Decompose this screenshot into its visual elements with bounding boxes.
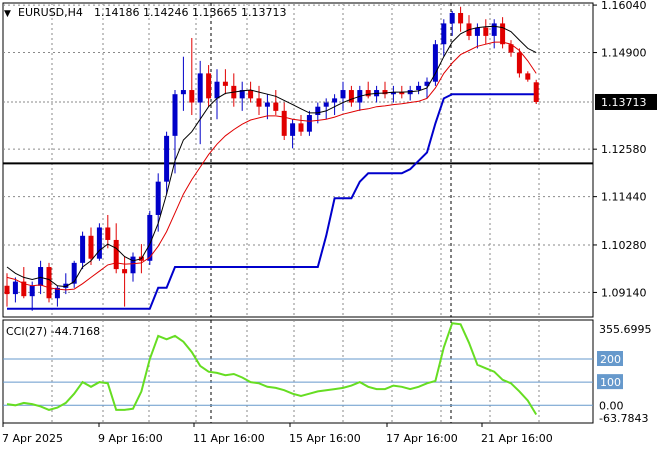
candle-body xyxy=(54,287,60,299)
cci-level-box xyxy=(597,374,623,390)
candle-body xyxy=(38,267,44,286)
candle-body xyxy=(155,181,161,215)
cci-level-label: 200 xyxy=(600,353,621,366)
price-tick-label: 1.16040 xyxy=(601,0,647,12)
candle-body xyxy=(222,81,228,86)
candle-body xyxy=(4,285,10,295)
slow-moving-average-line xyxy=(6,41,537,291)
candle-body xyxy=(239,90,245,99)
candle-body xyxy=(256,98,262,107)
candle-body xyxy=(365,90,371,97)
candle-body xyxy=(516,52,522,74)
symbol-label: EURUSD,H4 xyxy=(18,6,83,19)
candle-body xyxy=(147,214,153,261)
time-tick-label: 9 Apr 16:00 xyxy=(98,432,163,445)
cci-label: CCI(27) -44.7168 xyxy=(6,325,100,338)
price-tick-label: 1.09140 xyxy=(601,286,647,299)
candle-body xyxy=(88,235,94,259)
candle-body xyxy=(63,283,69,288)
candle-body xyxy=(71,262,77,284)
time-tick-label: 7 Apr 2025 xyxy=(2,432,63,445)
candle-body xyxy=(273,102,279,111)
cci-level-box xyxy=(597,351,623,367)
grid-layer xyxy=(2,2,594,424)
candle-body xyxy=(164,135,170,182)
candle-body xyxy=(533,82,539,102)
candle-body xyxy=(130,256,136,274)
candle-body xyxy=(214,81,220,99)
candle-body xyxy=(298,123,304,132)
current-price-box xyxy=(595,93,657,110)
candle-body xyxy=(441,23,447,45)
candle-body xyxy=(399,92,405,95)
candle-body xyxy=(432,44,438,82)
cci-level-label: 0.00 xyxy=(599,399,624,412)
candle-body xyxy=(382,90,388,95)
candle-body xyxy=(525,73,531,80)
candle-body xyxy=(281,110,287,136)
candle-body xyxy=(332,98,338,103)
ohlc-values: 1.14186 1.14246 1.13665 1.13713 xyxy=(94,6,286,19)
candle-body xyxy=(46,267,52,299)
candle-body xyxy=(264,102,270,107)
candle-body xyxy=(248,90,254,99)
fast-moving-average-line xyxy=(6,25,537,288)
candle-body xyxy=(323,102,329,107)
cci-line xyxy=(6,322,538,416)
candle-body xyxy=(172,94,178,136)
candle-body xyxy=(449,12,455,24)
candle-body xyxy=(12,281,18,295)
cci-max-label: 355.6995 xyxy=(599,323,652,336)
cci-plot[interactable] xyxy=(3,322,593,416)
time-tick-label: 21 Apr 16:00 xyxy=(481,432,553,445)
trailing-stop-line xyxy=(7,93,537,310)
candle-body xyxy=(500,23,506,45)
candle-body xyxy=(491,23,497,36)
candle-body xyxy=(29,285,35,297)
candle-body xyxy=(105,227,111,240)
candle-body xyxy=(474,27,480,36)
price-tick-label: 1.12580 xyxy=(601,143,647,156)
candle-body xyxy=(197,73,203,103)
candle-body xyxy=(340,90,346,99)
candle-body xyxy=(80,235,86,263)
current-price-label: 1.13713 xyxy=(601,96,647,109)
candle-body xyxy=(483,27,489,36)
time-tick-label: 11 Apr 16:00 xyxy=(193,432,265,445)
price-tick-label: 1.11440 xyxy=(601,191,647,204)
price-tick-label: 1.14900 xyxy=(601,47,647,60)
price-plot[interactable] xyxy=(3,6,593,311)
candle-body xyxy=(348,90,354,103)
candle-body xyxy=(290,123,296,136)
candle-body xyxy=(424,81,430,86)
collapse-arrow-icon[interactable]: ▼ xyxy=(4,9,11,19)
candle-body xyxy=(206,73,212,99)
cci-min-label: -63.7843 xyxy=(599,412,648,425)
candle-body xyxy=(189,90,195,103)
time-tick-label: 17 Apr 16:00 xyxy=(386,432,458,445)
candle-body xyxy=(122,269,128,274)
price-tick-label: 1.10280 xyxy=(601,239,647,252)
candle-body xyxy=(458,12,464,24)
cci-panel-frame xyxy=(2,319,594,424)
price-panel-frame xyxy=(2,2,594,318)
candle-body xyxy=(390,92,396,95)
candle-body xyxy=(508,44,514,53)
candle-body xyxy=(315,106,321,116)
candle-body xyxy=(113,239,119,270)
candle-body xyxy=(416,85,422,91)
time-tick-label: 15 Apr 16:00 xyxy=(289,432,361,445)
candle-body xyxy=(306,115,312,132)
candle-body xyxy=(180,90,186,95)
candle-body xyxy=(96,227,102,259)
candle-body xyxy=(21,281,27,297)
cci-level-label: 100 xyxy=(600,376,621,389)
